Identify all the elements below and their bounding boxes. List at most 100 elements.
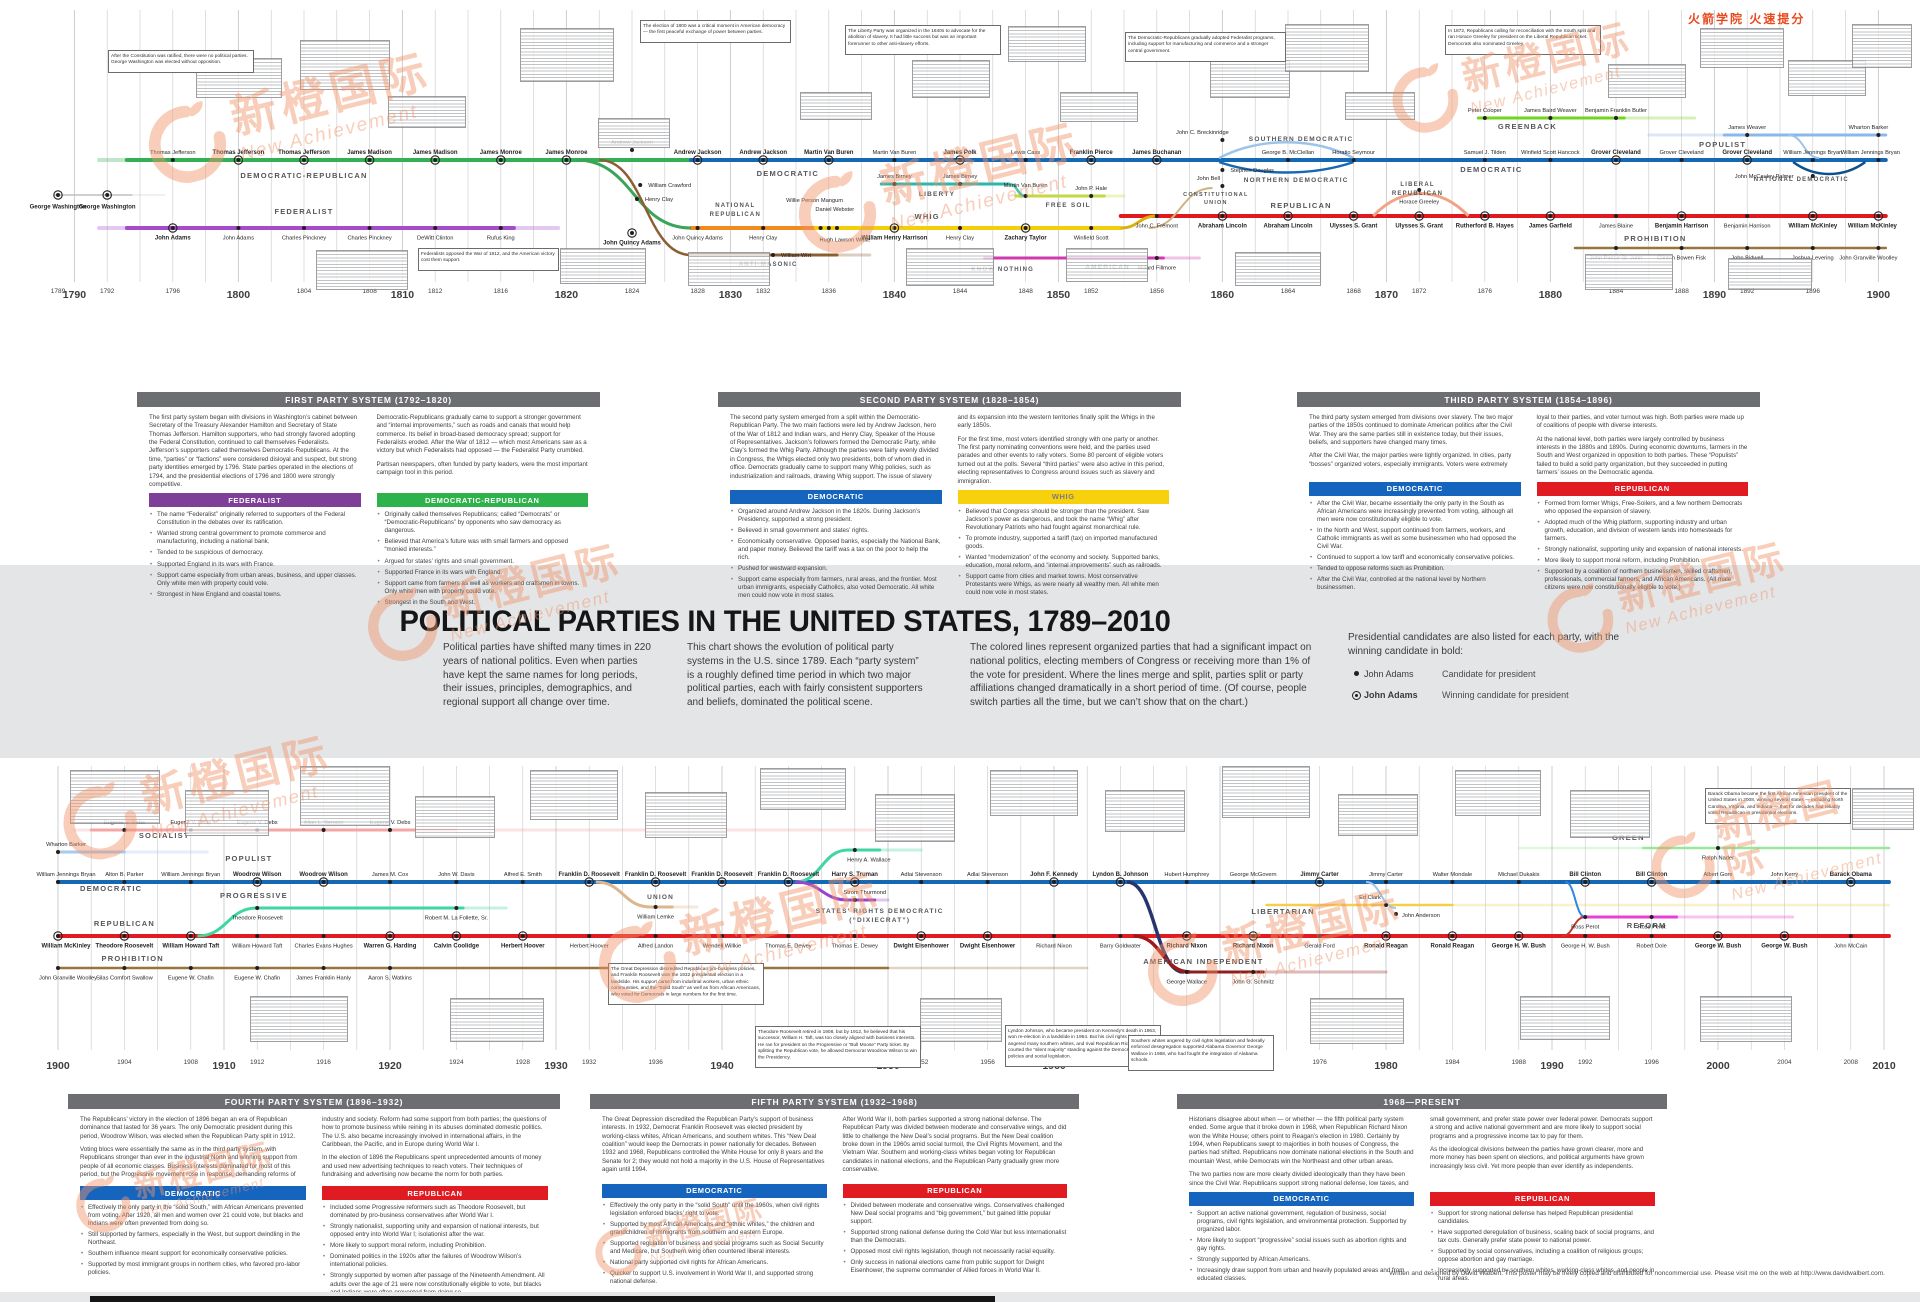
- svg-text:1876: 1876: [1478, 288, 1493, 295]
- svg-text:George W. Bush: George W. Bush: [1761, 944, 1808, 950]
- party-column: DEMOCRATIC Support an active national gov…: [1189, 1191, 1414, 1287]
- svg-text:Samuel J. Tilden: Samuel J. Tilden: [1464, 150, 1506, 156]
- svg-text:AMERICAN INDEPENDENT: AMERICAN INDEPENDENT: [1143, 957, 1263, 966]
- svg-text:1924: 1924: [449, 1059, 464, 1066]
- svg-text:NORTHERN DEMOCRATIC: NORTHERN DEMOCRATIC: [1244, 177, 1349, 184]
- annotation-box-placeholder: [688, 252, 770, 286]
- candidates: William Jennings Bryan Alton B. Parker Wil…: [36, 820, 1872, 986]
- svg-text:John Adams: John Adams: [223, 236, 254, 242]
- annotation-box-placeholder: [300, 40, 390, 90]
- svg-text:1976: 1976: [1312, 1059, 1327, 1066]
- annotation-box-placeholder: [250, 996, 348, 1042]
- party-bullet: Continued to support a low tariff and ec…: [1309, 554, 1521, 562]
- party-bullet: Increasingly draw support from urban and…: [1189, 1267, 1414, 1283]
- svg-text:William Henry Harrison: William Henry Harrison: [861, 236, 927, 242]
- party-bullet: Supported regulation of business and soc…: [602, 1240, 827, 1256]
- svg-text:Ralph Nader: Ralph Nader: [1702, 856, 1734, 862]
- svg-text:Herbert Hoover: Herbert Hoover: [501, 944, 545, 950]
- svg-text:REPUBLICAN: REPUBLICAN: [94, 919, 155, 928]
- party-bullet: Supported by most immigrant groups in no…: [80, 1261, 306, 1277]
- svg-text:George B. McClellan: George B. McClellan: [1262, 150, 1314, 156]
- svg-text:Rufus King: Rufus King: [487, 236, 515, 242]
- svg-text:(“DIXIECRAT”): (“DIXIECRAT”): [849, 917, 910, 924]
- party-bullet: After the Civil War, became essentially …: [1309, 500, 1521, 524]
- party-bullet: Support came from farmers as well as wor…: [377, 580, 589, 596]
- annotation-box-placeholder: [388, 96, 466, 128]
- svg-text:Ross Perot: Ross Perot: [1571, 925, 1600, 931]
- svg-text:William Jennings Bryan: William Jennings Bryan: [36, 872, 95, 878]
- party-column: DEMOCRATIC Effectively the only party in …: [602, 1183, 827, 1290]
- svg-text:WHIG: WHIG: [915, 212, 940, 221]
- party-bullet-list: Originally called themselves Republicans…: [377, 511, 589, 607]
- party-header: FEDERALIST: [149, 493, 361, 508]
- party-bullet: Pushed for westward expansion.: [730, 565, 942, 573]
- party-bullet: Supported strong national defense during…: [843, 1229, 1068, 1245]
- svg-text:Benjamin Harrison: Benjamin Harrison: [1724, 224, 1771, 230]
- party-bullet-list: Believed that Congress should be stronge…: [958, 508, 1170, 598]
- party-bullet-list: After the Civil War, became essentially …: [1309, 500, 1521, 593]
- party-name-labels: SOCIALIST POPULIST DEMOCRATIC PROGRESSIVE RE…: [80, 831, 1665, 966]
- svg-text:Franklin D. Roosevelt: Franklin D. Roosevelt: [559, 872, 620, 878]
- svg-text:Benjamin Harrison: Benjamin Harrison: [1655, 224, 1709, 230]
- system-title: 1968—PRESENT: [1177, 1094, 1667, 1109]
- svg-text:Walter Mondale: Walter Mondale: [1433, 872, 1473, 878]
- svg-text:Aaron S. Watkins: Aaron S. Watkins: [368, 976, 412, 982]
- system-title: SECOND PARTY SYSTEM (1828–1854): [718, 392, 1181, 407]
- svg-text:1836: 1836: [822, 288, 837, 295]
- annotation-box-placeholder: [1222, 766, 1310, 818]
- svg-text:Ronald Reagan: Ronald Reagan: [1431, 944, 1475, 950]
- svg-text:James Garfield: James Garfield: [1529, 224, 1572, 230]
- party-bullet: Support an active national government, r…: [1189, 1210, 1414, 1234]
- svg-text:Ed Clark: Ed Clark: [1359, 895, 1381, 901]
- svg-text:Grover Cleveland: Grover Cleveland: [1659, 150, 1703, 156]
- candidate-dot-icon: [1348, 671, 1364, 677]
- annotation-text: In 1872, Republicans calling for reconci…: [1448, 28, 1596, 46]
- year-axis-labels: 1900 1904 1908 1910 1912 1916 1920 1924 1928 1930…: [46, 1059, 1896, 1072]
- party-merge-split-curves: [197, 848, 1586, 974]
- svg-text:Hubert Humphrey: Hubert Humphrey: [1164, 872, 1209, 878]
- svg-text:Andrew Jackson: Andrew Jackson: [674, 150, 722, 156]
- party-header: DEMOCRATIC-REPUBLICAN: [376, 493, 588, 508]
- svg-text:1820: 1820: [555, 289, 579, 301]
- annotation-text: The Great Depression discredited Republi…: [611, 966, 761, 997]
- svg-text:Thomas Jefferson: Thomas Jefferson: [213, 150, 265, 156]
- svg-text:1992: 1992: [1578, 1059, 1593, 1066]
- party-lines: [56, 828, 1891, 974]
- svg-text:1888: 1888: [1674, 288, 1689, 295]
- svg-text:REPUBLICAN: REPUBLICAN: [1392, 191, 1443, 197]
- bottom-black-strip: [90, 1296, 995, 1302]
- svg-text:Ross Perot: Ross Perot: [1638, 925, 1667, 931]
- svg-text:John G. Schmitz: John G. Schmitz: [1232, 980, 1274, 986]
- svg-text:Silas Comfort Swallow: Silas Comfort Swallow: [96, 976, 153, 982]
- annotation-box-placeholder: [1008, 26, 1086, 62]
- party-bullet: Have supported deregulation of business,…: [1430, 1229, 1655, 1245]
- party-column: DEMOCRATIC Organized around Andrew Jackso…: [730, 489, 942, 604]
- party-bullet: Economically conservative. Opposed banks…: [730, 538, 942, 562]
- svg-text:Woodrow Wilson: Woodrow Wilson: [233, 872, 282, 878]
- svg-text:George Washington: George Washington: [79, 205, 136, 211]
- svg-text:1984: 1984: [1445, 1059, 1460, 1066]
- system-intro: Historians disagree about when — or whet…: [1189, 1116, 1653, 1187]
- svg-text:William Jennings Bryan: William Jennings Bryan: [161, 872, 220, 878]
- svg-text:Herbert Hoover: Herbert Hoover: [570, 944, 609, 950]
- svg-text:1940: 1940: [710, 1060, 734, 1072]
- svg-text:Alton B. Parker: Alton B. Parker: [105, 872, 143, 878]
- party-header: WHIG: [957, 489, 1169, 504]
- svg-text:1812: 1812: [428, 288, 443, 295]
- annotation-box-placeholder: [598, 118, 670, 148]
- svg-text:James Buchanan: James Buchanan: [1132, 150, 1182, 156]
- annotation-text: The election of 1800 was a critical mome…: [643, 23, 786, 35]
- svg-text:William McKinley: William McKinley: [1848, 224, 1898, 230]
- intro-paragraph-1: Political parties have shifted many time…: [443, 642, 651, 709]
- svg-text:1828: 1828: [690, 288, 705, 295]
- svg-text:John Quincy Adams: John Quincy Adams: [603, 241, 661, 247]
- svg-text:Richard Nixon: Richard Nixon: [1233, 944, 1274, 950]
- annotation-box-placeholder: [800, 92, 872, 120]
- timeline-svg-bottom: 1900 1904 1908 1910 1912 1916 1920 1924 1928 1930…: [36, 766, 1896, 1072]
- annotation-callout: The Liberty Party was organized in the 1…: [845, 25, 1001, 55]
- svg-text:Jimmy Carter: Jimmy Carter: [1369, 872, 1403, 878]
- annotation-box-placeholder: [70, 770, 160, 824]
- corner-brand-text: 火箭学院 火速提分: [1688, 12, 1806, 26]
